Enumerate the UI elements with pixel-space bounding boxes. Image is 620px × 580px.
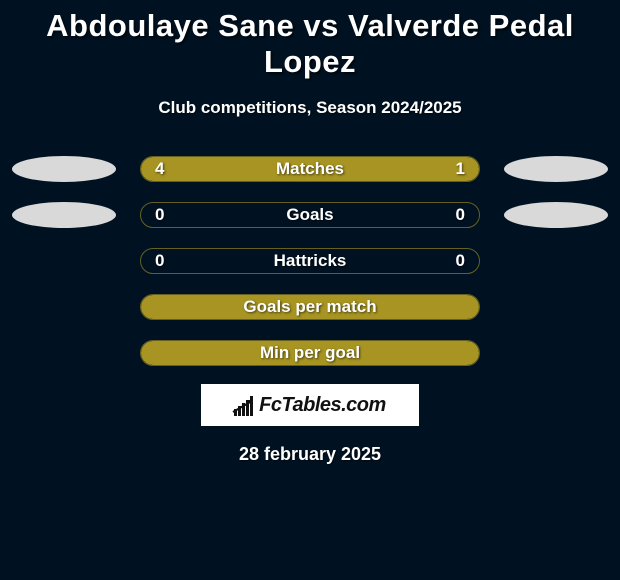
stats-chart: 4 Matches 1 0 Goals 0 0 Hattricks 0 xyxy=(0,156,620,366)
stat-row-matches: 4 Matches 1 xyxy=(0,156,620,182)
stat-row-goals: 0 Goals 0 xyxy=(0,202,620,228)
player-left-marker xyxy=(12,156,116,182)
stat-label: Min per goal xyxy=(141,341,479,365)
stat-value-right: 0 xyxy=(456,249,465,273)
stat-bar-matches: 4 Matches 1 xyxy=(140,156,480,182)
stat-label: Matches xyxy=(141,157,479,181)
stat-bar-goals: 0 Goals 0 xyxy=(140,202,480,228)
stat-row-hattricks: 0 Hattricks 0 xyxy=(0,248,620,274)
spacer xyxy=(504,248,608,274)
stat-value-right: 0 xyxy=(456,203,465,227)
spacer xyxy=(12,340,116,366)
stat-bar-gpm: Goals per match xyxy=(140,294,480,320)
spacer xyxy=(504,340,608,366)
stat-bar-mpg: Min per goal xyxy=(140,340,480,366)
spacer xyxy=(12,294,116,320)
stat-bar-hattricks: 0 Hattricks 0 xyxy=(140,248,480,274)
chart-icon xyxy=(234,394,253,416)
logo-text: FcTables.com xyxy=(259,394,386,417)
comparison-subtitle: Club competitions, Season 2024/2025 xyxy=(0,98,620,118)
report-date: 28 february 2025 xyxy=(0,444,620,465)
player-right-marker xyxy=(504,156,608,182)
stat-value-right: 1 xyxy=(456,157,465,181)
spacer xyxy=(504,294,608,320)
stat-row-goals-per-match: Goals per match xyxy=(0,294,620,320)
comparison-title: Abdoulaye Sane vs Valverde Pedal Lopez xyxy=(0,0,620,80)
stat-label: Hattricks xyxy=(141,249,479,273)
stat-row-min-per-goal: Min per goal xyxy=(0,340,620,366)
stat-label: Goals xyxy=(141,203,479,227)
spacer xyxy=(12,248,116,274)
player-right-marker xyxy=(504,202,608,228)
source-logo: FcTables.com xyxy=(201,384,419,426)
player-left-marker xyxy=(12,202,116,228)
stat-label: Goals per match xyxy=(141,295,479,319)
